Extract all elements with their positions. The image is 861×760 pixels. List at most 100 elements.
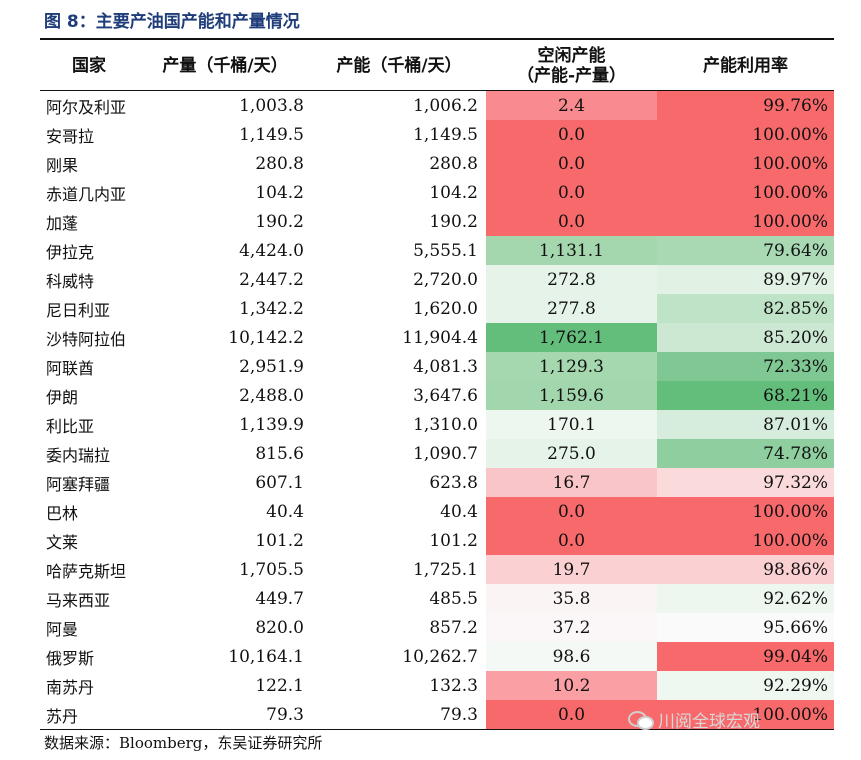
- cell-production: 1,139.9: [239, 414, 304, 435]
- cell-production: 2,488.0: [239, 385, 304, 406]
- cell-utilization: 95.66%: [657, 613, 834, 642]
- cell-production: 190.2: [255, 211, 304, 232]
- cell-capacity: 4,081.3: [413, 356, 478, 377]
- cell-country: 委内瑞拉: [46, 445, 111, 465]
- table-row: 阿尔及利亚 1,003.8 1,006.2 2.4 99.76%: [40, 90, 834, 120]
- cell-production: 122.1: [255, 675, 304, 696]
- cell-country: 科威特: [46, 271, 95, 291]
- header-utilization: 产能利用率: [657, 42, 834, 91]
- cell-country: 阿曼: [46, 619, 79, 639]
- cell-capacity: 190.2: [429, 211, 478, 232]
- table-row: 尼日利亚 1,342.2 1,620.0 277.8 82.85%: [40, 294, 834, 323]
- cell-production: 10,142.2: [228, 327, 304, 348]
- cell-capacity: 623.8: [429, 472, 478, 493]
- cell-capacity: 1,310.0: [413, 414, 478, 435]
- cell-country: 俄罗斯: [46, 648, 95, 668]
- table-row: 阿联酋 2,951.9 4,081.3 1,129.3 72.33%: [40, 352, 834, 381]
- header-country: 国家: [40, 42, 138, 91]
- cell-country: 利比亚: [46, 416, 95, 436]
- table-row: 刚果 280.8 280.8 0.0 100.00%: [40, 149, 834, 178]
- cell-utilization: 99.04%: [657, 642, 834, 671]
- table-row: 赤道几内亚 104.2 104.2 0.0 100.00%: [40, 178, 834, 207]
- cell-spare: 1,159.6: [486, 381, 657, 410]
- cell-spare: 0.0: [486, 120, 657, 149]
- table-body: 阿尔及利亚 1,003.8 1,006.2 2.4 99.76% 安哥拉 1,149.5 1,…: [40, 90, 834, 730]
- cell-production: 2,447.2: [239, 269, 304, 290]
- wechat-icon: [628, 709, 654, 730]
- cell-production: 815.6: [255, 443, 304, 464]
- cell-capacity: 2,720.0: [413, 269, 478, 290]
- cell-spare: 0.0: [486, 207, 657, 236]
- cell-capacity: 1,620.0: [413, 298, 478, 319]
- cell-capacity: 3,647.6: [413, 385, 478, 406]
- cell-country: 刚果: [46, 155, 79, 175]
- cell-production: 10,164.1: [228, 646, 304, 667]
- cell-capacity: 132.3: [429, 675, 478, 696]
- cell-production: 40.4: [266, 501, 304, 522]
- cell-utilization: 100.00%: [657, 700, 834, 730]
- cell-spare: 35.8: [486, 584, 657, 613]
- cell-production: 2,951.9: [239, 356, 304, 377]
- cell-utilization: 97.32%: [657, 468, 834, 497]
- cell-capacity: 5,555.1: [413, 240, 478, 261]
- table-row: 文莱 101.2 101.2 0.0 100.00%: [40, 526, 834, 555]
- cell-country: 阿塞拜疆: [46, 474, 111, 494]
- cell-spare: 1,131.1: [486, 236, 657, 265]
- cell-production: 1,003.8: [239, 95, 304, 116]
- figure-title: 图 8：主要产油国产能和产量情况: [44, 12, 300, 32]
- cell-spare: 1,762.1: [486, 323, 657, 352]
- table-row: 哈萨克斯坦 1,705.5 1,725.1 19.7 98.86%: [40, 555, 834, 584]
- cell-production: 101.2: [255, 530, 304, 551]
- cell-capacity: 485.5: [429, 588, 478, 609]
- cell-production: 607.1: [255, 472, 304, 493]
- cell-production: 1,149.5: [239, 124, 304, 145]
- cell-production: 1,342.2: [239, 298, 304, 319]
- cell-capacity: 280.8: [429, 153, 478, 174]
- cell-spare: 0.0: [486, 178, 657, 207]
- cell-utilization: 89.97%: [657, 265, 834, 294]
- cell-production: 4,424.0: [239, 240, 304, 261]
- cell-spare: 19.7: [486, 555, 657, 584]
- table-row: 加蓬 190.2 190.2 0.0 100.00%: [40, 207, 834, 236]
- cell-utilization: 100.00%: [657, 207, 834, 236]
- table-row: 南苏丹 122.1 132.3 10.2 92.29%: [40, 671, 834, 700]
- header-spare: 空闲产能 （产能-产量）: [486, 42, 657, 91]
- watermark-text: 川阅全球宏观: [658, 711, 760, 732]
- cell-country: 马来西亚: [46, 590, 111, 610]
- cell-utilization: 100.00%: [657, 149, 834, 178]
- table-row: 伊朗 2,488.0 3,647.6 1,159.6 68.21%: [40, 381, 834, 410]
- cell-spare: 2.4: [486, 90, 657, 120]
- cell-capacity: 1,725.1: [413, 559, 478, 580]
- table-top-rule: [40, 38, 834, 40]
- table-row: 委内瑞拉 815.6 1,090.7 275.0 74.78%: [40, 439, 834, 468]
- cell-spare: 170.1: [486, 410, 657, 439]
- cell-country: 阿尔及利亚: [46, 97, 127, 117]
- cell-spare: 275.0: [486, 439, 657, 468]
- table-row: 俄罗斯 10,164.1 10,262.7 98.6 99.04%: [40, 642, 834, 671]
- source-note: 数据来源：Bloomberg，东吴证券研究所: [44, 734, 323, 752]
- cell-capacity: 101.2: [429, 530, 478, 551]
- cell-production: 449.7: [255, 588, 304, 609]
- cell-country: 伊拉克: [46, 242, 95, 262]
- table-row: 伊拉克 4,424.0 5,555.1 1,131.1 79.64%: [40, 236, 834, 265]
- cell-country: 南苏丹: [46, 677, 95, 697]
- cell-utilization: 79.64%: [657, 236, 834, 265]
- table-row: 阿曼 820.0 857.2 37.2 95.66%: [40, 613, 834, 642]
- table-row: 科威特 2,447.2 2,720.0 272.8 89.97%: [40, 265, 834, 294]
- cell-utilization: 92.62%: [657, 584, 834, 613]
- cell-country: 伊朗: [46, 387, 79, 407]
- cell-country: 安哥拉: [46, 126, 95, 146]
- header-row: 国家 产量（千桶/天） 产能（千桶/天） 空闲产能 （产能-产量） 产能利用率: [40, 42, 834, 91]
- cell-capacity: 857.2: [429, 617, 478, 638]
- cell-country: 阿联酋: [46, 358, 95, 378]
- cell-country: 加蓬: [46, 213, 79, 233]
- cell-utilization: 82.85%: [657, 294, 834, 323]
- table-row: 利比亚 1,139.9 1,310.0 170.1 87.01%: [40, 410, 834, 439]
- cell-capacity: 40.4: [440, 501, 478, 522]
- header-spare-line1: 空闲产能: [537, 46, 606, 66]
- cell-utilization: 68.21%: [657, 381, 834, 410]
- cell-country: 苏丹: [40, 700, 138, 730]
- cell-country: 尼日利亚: [46, 300, 111, 320]
- cell-production: 280.8: [255, 153, 304, 174]
- table-row: 安哥拉 1,149.5 1,149.5 0.0 100.00%: [40, 120, 834, 149]
